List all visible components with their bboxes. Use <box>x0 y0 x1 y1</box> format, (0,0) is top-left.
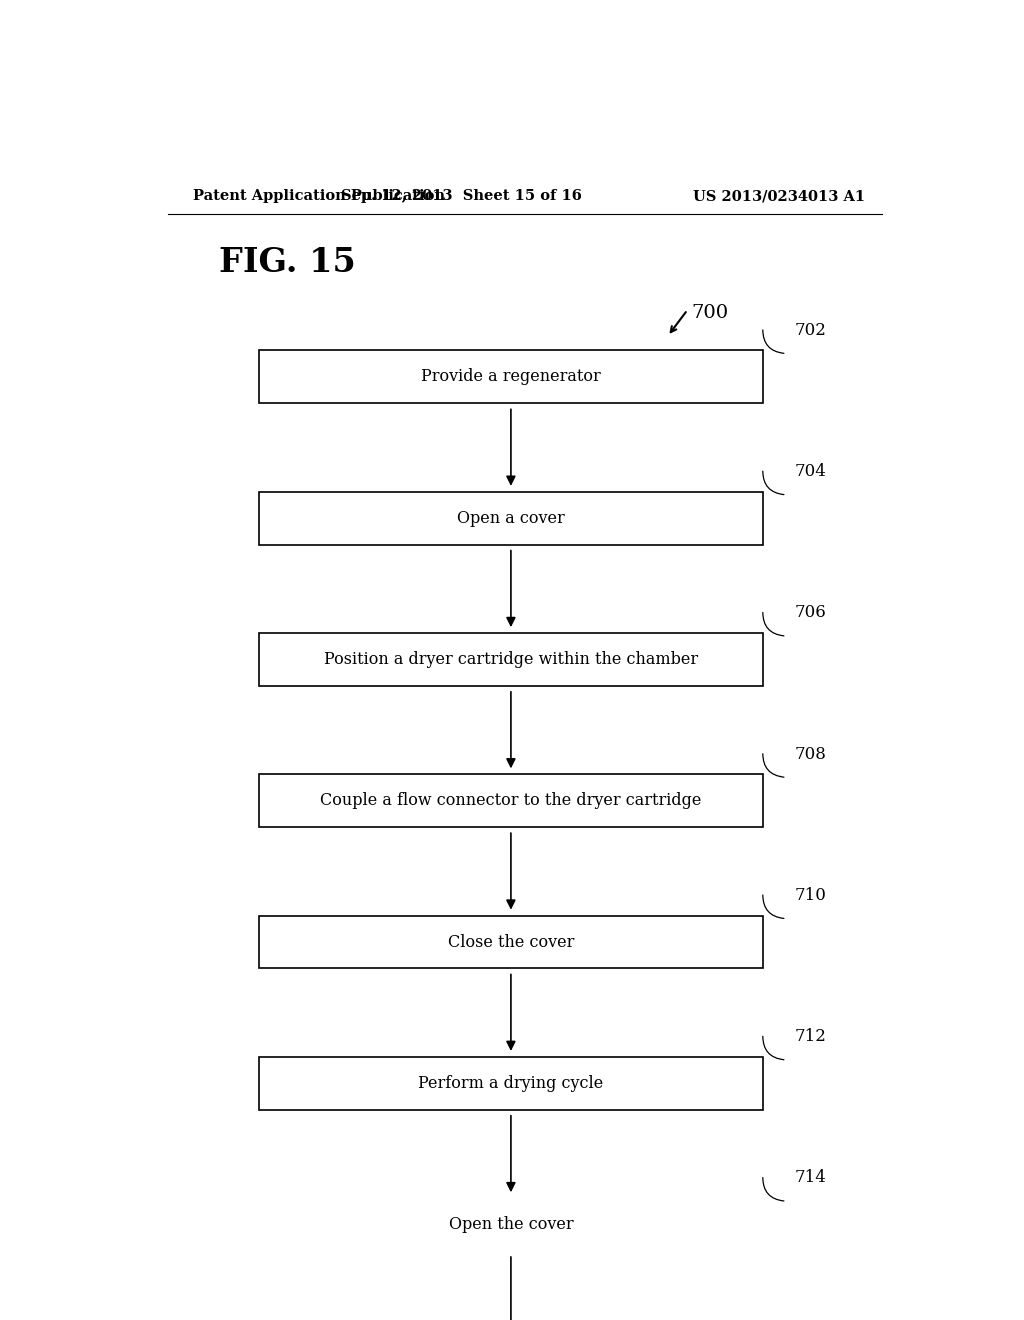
Text: 704: 704 <box>795 463 826 480</box>
Text: US 2013/0234013 A1: US 2013/0234013 A1 <box>692 189 865 203</box>
FancyBboxPatch shape <box>259 351 763 404</box>
Text: Patent Application Publication: Patent Application Publication <box>194 189 445 203</box>
Text: Provide a regenerator: Provide a regenerator <box>421 368 601 385</box>
Text: Open the cover: Open the cover <box>449 1216 573 1233</box>
Text: 706: 706 <box>795 605 826 622</box>
Text: 714: 714 <box>795 1170 826 1187</box>
FancyBboxPatch shape <box>259 775 763 828</box>
FancyBboxPatch shape <box>259 1057 763 1110</box>
Text: 708: 708 <box>795 746 826 763</box>
Text: Close the cover: Close the cover <box>447 933 574 950</box>
FancyBboxPatch shape <box>259 634 763 686</box>
Text: 700: 700 <box>691 304 729 322</box>
Text: Perform a drying cycle: Perform a drying cycle <box>418 1074 603 1092</box>
Text: 710: 710 <box>795 887 826 904</box>
FancyBboxPatch shape <box>259 1199 763 1251</box>
FancyBboxPatch shape <box>259 916 763 969</box>
Text: Position a dryer cartridge within the chamber: Position a dryer cartridge within the ch… <box>324 651 698 668</box>
Text: 712: 712 <box>795 1028 826 1045</box>
FancyBboxPatch shape <box>259 492 763 545</box>
Text: Open a cover: Open a cover <box>457 510 565 527</box>
Text: Couple a flow connector to the dryer cartridge: Couple a flow connector to the dryer car… <box>321 792 701 809</box>
Text: FIG. 15: FIG. 15 <box>219 246 356 279</box>
Text: Sep. 12, 2013  Sheet 15 of 16: Sep. 12, 2013 Sheet 15 of 16 <box>341 189 582 203</box>
Text: 702: 702 <box>795 322 826 339</box>
